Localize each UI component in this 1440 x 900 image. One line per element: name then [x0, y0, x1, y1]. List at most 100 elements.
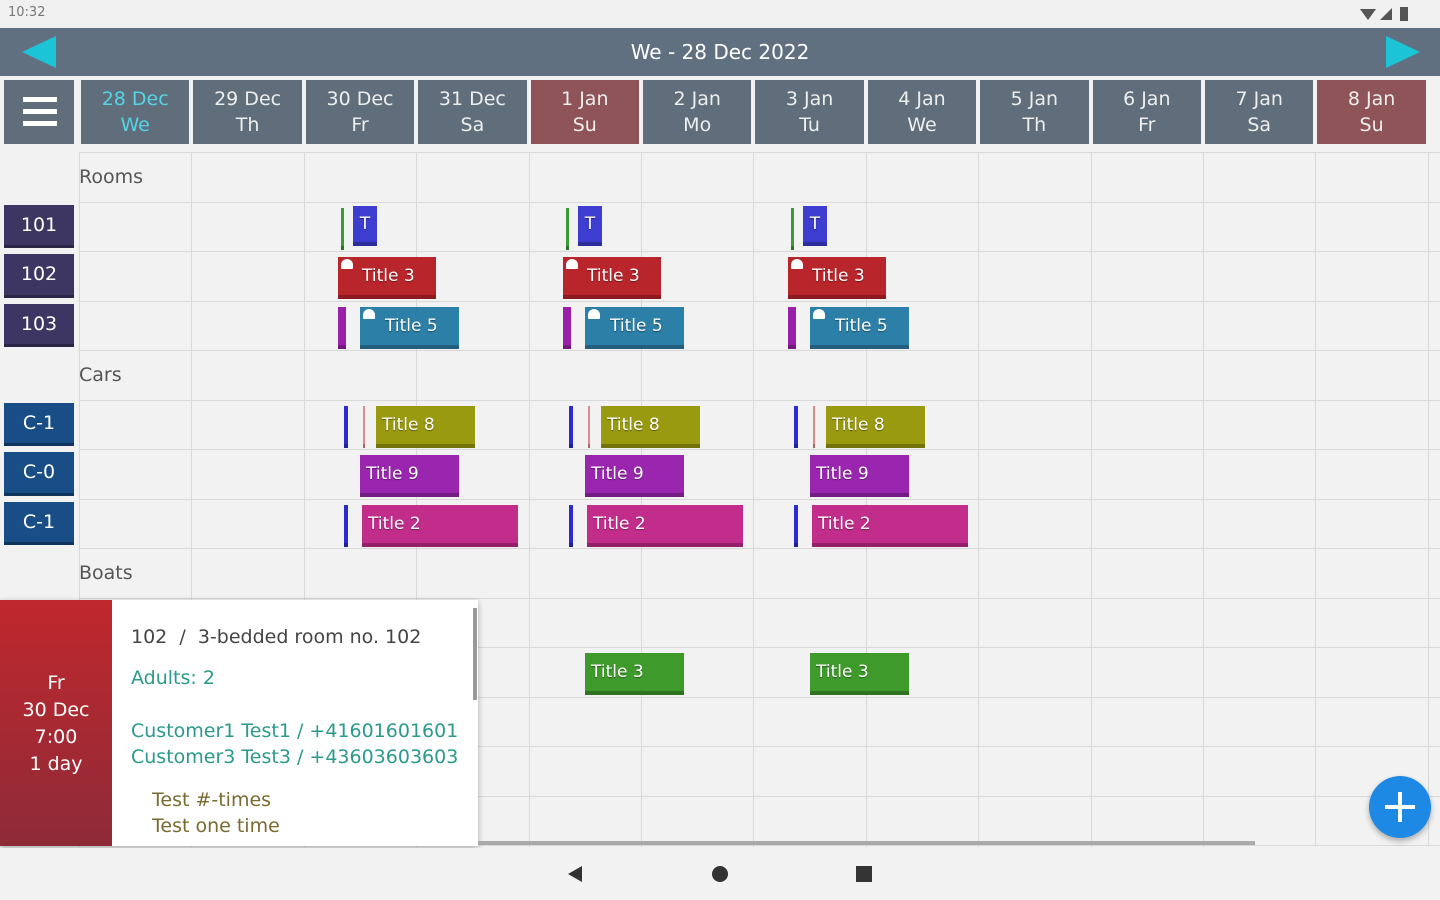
row-label[interactable]: 102 — [4, 254, 74, 298]
day-header[interactable]: 8 Jan Su — [1317, 80, 1426, 144]
scrollbar — [478, 841, 1255, 845]
event-block[interactable]: Title 5 — [360, 306, 459, 349]
event-block[interactable] — [563, 306, 571, 349]
popup-date-line: Fr — [47, 672, 65, 694]
day-header[interactable]: 29 Dec Th — [193, 80, 302, 144]
event-title: Title 5 — [610, 315, 663, 336]
event-block[interactable] — [569, 504, 573, 547]
row-label[interactable]: 103 — [4, 303, 74, 347]
event-block[interactable]: Title 5 — [585, 306, 684, 349]
day-date: 2 Jan — [673, 88, 721, 110]
event-block[interactable]: Title 3 — [338, 257, 436, 299]
event-title: Title 8 — [607, 414, 660, 435]
day-header[interactable]: 3 Jan Tu — [755, 80, 864, 144]
day-weekday: Su — [572, 114, 597, 136]
event-block[interactable]: T — [578, 205, 602, 246]
event-block[interactable] — [566, 207, 569, 250]
event-block[interactable]: Title 9 — [360, 455, 459, 497]
add-button[interactable] — [1369, 776, 1431, 838]
event-title: Title 3 — [587, 266, 640, 286]
event-icon — [566, 259, 578, 269]
day-header[interactable]: 30 Dec Fr — [305, 80, 415, 144]
event-title: Title 3 — [812, 266, 865, 286]
event-block[interactable]: T — [353, 205, 377, 246]
event-block[interactable]: Title 3 — [563, 257, 661, 299]
event-block[interactable]: Title 3 — [585, 653, 684, 695]
day-date: 6 Jan — [1123, 88, 1171, 110]
day-date: 4 Jan — [898, 88, 946, 110]
next-button[interactable] — [1382, 34, 1422, 70]
event-block[interactable] — [338, 306, 346, 349]
menu-button[interactable] — [4, 80, 74, 144]
row-label[interactable]: C-0 — [4, 452, 74, 496]
event-block[interactable]: Title 9 — [585, 455, 684, 497]
day-weekday: Sa — [1247, 114, 1272, 136]
popup-scrollbar — [473, 608, 477, 700]
home-button[interactable] — [712, 866, 728, 882]
day-header[interactable]: 28 Dec We — [81, 80, 190, 144]
event-title: T — [359, 213, 371, 234]
event-block[interactable] — [344, 405, 348, 448]
event-block[interactable]: Title 2 — [812, 504, 968, 547]
day-header[interactable]: 2 Jan Mo — [643, 80, 752, 144]
event-block[interactable]: Title 9 — [810, 455, 909, 497]
app-title: We - 28 Dec 2022 — [630, 40, 810, 64]
event-block[interactable] — [569, 405, 573, 448]
grid-line — [528, 152, 530, 847]
event-block[interactable]: Title 5 — [810, 306, 909, 349]
prev-button[interactable] — [20, 34, 60, 70]
day-header[interactable]: 6 Jan Fr — [1092, 80, 1201, 144]
event-block[interactable] — [341, 207, 344, 250]
grid-line — [79, 795, 1440, 797]
event-block[interactable] — [794, 504, 798, 547]
event-block[interactable] — [813, 405, 815, 448]
grid-line — [79, 597, 1440, 599]
event-block[interactable]: Title 8 — [826, 405, 925, 448]
event-block[interactable]: Title 3 — [788, 257, 886, 299]
row-label[interactable]: C-1 — [4, 501, 74, 545]
section-title: Boats — [79, 562, 133, 584]
event-block[interactable] — [794, 405, 798, 448]
event-block[interactable] — [788, 306, 796, 349]
day-header[interactable]: 31 Dec Sa — [418, 80, 527, 144]
grid-line — [303, 152, 305, 847]
back-button[interactable] — [568, 866, 582, 882]
grid-line — [79, 350, 1440, 351]
grid-line — [79, 647, 1440, 648]
day-header[interactable]: 7 Jan Sa — [1205, 80, 1314, 144]
event-title: Title 2 — [593, 513, 646, 534]
event-block[interactable]: Title 2 — [362, 504, 518, 547]
event-block[interactable]: Title 3 — [810, 653, 909, 695]
popup-customer: Customer1 Test1 / +41601601601 — [131, 720, 459, 742]
day-date: 8 Jan — [1347, 88, 1396, 110]
event-block[interactable]: Title 8 — [601, 405, 700, 448]
day-weekday: Fr — [351, 114, 369, 136]
event-block[interactable]: Title 8 — [376, 405, 475, 448]
day-weekday: Sa — [460, 114, 485, 136]
event-icon — [813, 308, 825, 319]
grid-line — [1315, 152, 1317, 847]
day-header[interactable]: 4 Jan We — [867, 80, 977, 144]
grid-line — [79, 300, 1440, 302]
status-bar: 10:32 — [0, 0, 1440, 28]
event-block[interactable] — [588, 405, 590, 448]
event-title: Title 2 — [368, 513, 421, 534]
row-label[interactable]: 101 — [4, 204, 74, 248]
event-block[interactable] — [344, 504, 348, 547]
recents-button[interactable] — [856, 866, 872, 882]
grid-line — [416, 152, 418, 847]
event-block[interactable]: T — [803, 205, 827, 246]
row-label[interactable]: C-1 — [4, 402, 74, 446]
event-block[interactable] — [791, 207, 794, 250]
event-block[interactable] — [363, 405, 365, 448]
day-date: 29 Dec — [214, 88, 282, 110]
booking-popup[interactable]: Fr 30 Dec 7:00 1 day 102 / 3-bedded room no… — [0, 600, 478, 846]
grid-line — [79, 696, 1440, 698]
event-title: T — [584, 213, 596, 234]
day-header[interactable]: 1 Jan Su — [530, 80, 639, 144]
day-date: 1 Jan — [561, 88, 609, 110]
event-block[interactable]: Title 2 — [587, 504, 743, 547]
popup-notes: Test #-times Test one time — [152, 787, 280, 839]
day-header[interactable]: 5 Jan Th — [980, 80, 1089, 144]
day-weekday: We — [120, 114, 150, 136]
